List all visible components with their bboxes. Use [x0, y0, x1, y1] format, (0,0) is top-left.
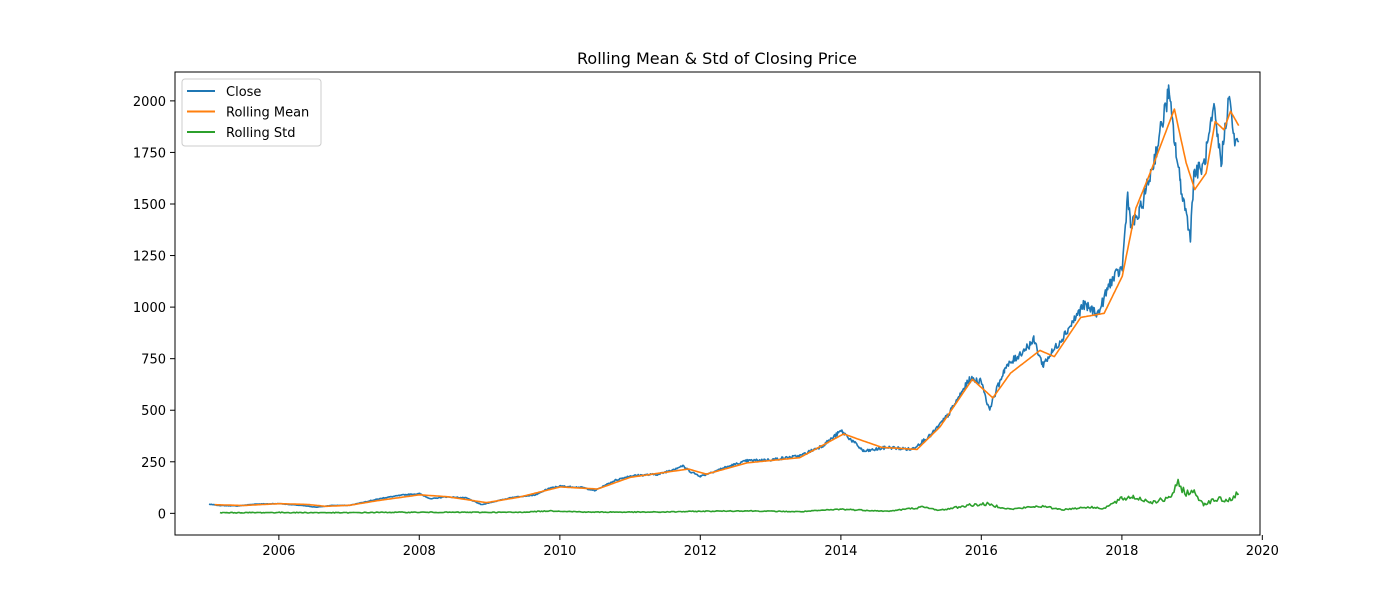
y-axis: 0 250 500 750 1000 1250 1500 1750 2000	[133, 95, 175, 522]
y-tick-label: 250	[141, 456, 166, 471]
y-tick-label: 1500	[133, 198, 166, 213]
x-tick-label: 2012	[684, 544, 717, 559]
y-tick-label: 1750	[133, 146, 166, 161]
axes-frame	[174, 71, 1261, 536]
legend-label: Rolling Mean	[226, 106, 309, 121]
x-axis: 2006 2008 2010 2012 2014 2016 2018 2020	[262, 535, 1279, 559]
series-line-rolling-mean	[214, 108, 1240, 508]
x-tick-label: 2020	[1246, 544, 1279, 559]
plot-area	[208, 84, 1240, 514]
x-tick-label: 2014	[824, 544, 857, 559]
legend-label: Close	[226, 85, 261, 100]
x-tick-label: 2008	[403, 544, 436, 559]
y-tick-label: 1250	[133, 250, 166, 265]
x-tick-label: 2018	[1105, 544, 1138, 559]
series-line-close	[208, 84, 1240, 508]
y-tick-label: 0	[158, 507, 166, 522]
legend: Close Rolling Mean Rolling Std	[181, 78, 322, 147]
y-tick-label: 750	[141, 353, 166, 368]
y-tick-label: 2000	[133, 95, 166, 110]
y-tick-label: 1000	[133, 301, 166, 316]
x-tick-label: 2016	[965, 544, 998, 559]
x-tick-label: 2006	[262, 544, 295, 559]
x-tick-label: 2010	[543, 544, 576, 559]
chart-title: Rolling Mean & Std of Closing Price	[577, 49, 857, 68]
y-tick-label: 500	[141, 404, 166, 419]
legend-box	[181, 78, 322, 147]
series-line-rolling-std	[219, 478, 1240, 514]
legend-label: Rolling Std	[226, 126, 295, 141]
